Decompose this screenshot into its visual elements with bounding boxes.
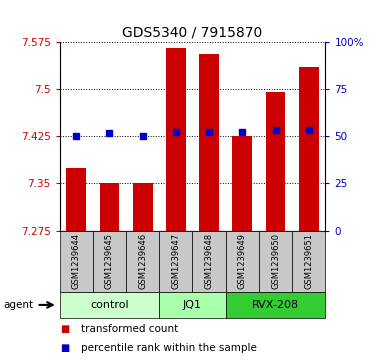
Text: percentile rank within the sample: percentile rank within the sample xyxy=(81,343,257,353)
FancyBboxPatch shape xyxy=(60,292,159,318)
Bar xyxy=(199,54,219,231)
Text: transformed count: transformed count xyxy=(81,324,178,334)
FancyBboxPatch shape xyxy=(159,292,226,318)
Text: GSM1239646: GSM1239646 xyxy=(138,233,147,289)
Bar xyxy=(299,67,319,231)
Text: control: control xyxy=(90,300,129,310)
FancyBboxPatch shape xyxy=(93,231,126,292)
Text: GSM1239650: GSM1239650 xyxy=(271,233,280,289)
FancyBboxPatch shape xyxy=(226,231,259,292)
FancyBboxPatch shape xyxy=(192,231,226,292)
Text: GSM1239644: GSM1239644 xyxy=(72,233,81,289)
Text: JQ1: JQ1 xyxy=(183,300,202,310)
Bar xyxy=(66,168,86,231)
Text: GSM1239648: GSM1239648 xyxy=(204,233,214,289)
FancyBboxPatch shape xyxy=(259,231,292,292)
Text: GDS5340 / 7915870: GDS5340 / 7915870 xyxy=(122,25,263,40)
Text: GSM1239645: GSM1239645 xyxy=(105,233,114,289)
Text: ■: ■ xyxy=(60,343,69,353)
Bar xyxy=(166,48,186,231)
Text: ■: ■ xyxy=(60,324,69,334)
Text: RVX-208: RVX-208 xyxy=(252,300,299,310)
FancyBboxPatch shape xyxy=(226,292,325,318)
Bar xyxy=(266,92,285,231)
Bar xyxy=(99,183,119,231)
Bar xyxy=(133,183,152,231)
Text: GSM1239649: GSM1239649 xyxy=(238,233,247,289)
Text: GSM1239651: GSM1239651 xyxy=(304,233,313,289)
Text: agent: agent xyxy=(4,300,34,310)
Text: GSM1239647: GSM1239647 xyxy=(171,233,181,289)
FancyBboxPatch shape xyxy=(126,231,159,292)
FancyBboxPatch shape xyxy=(60,231,93,292)
FancyBboxPatch shape xyxy=(159,231,192,292)
FancyBboxPatch shape xyxy=(292,231,325,292)
Bar xyxy=(232,136,252,231)
